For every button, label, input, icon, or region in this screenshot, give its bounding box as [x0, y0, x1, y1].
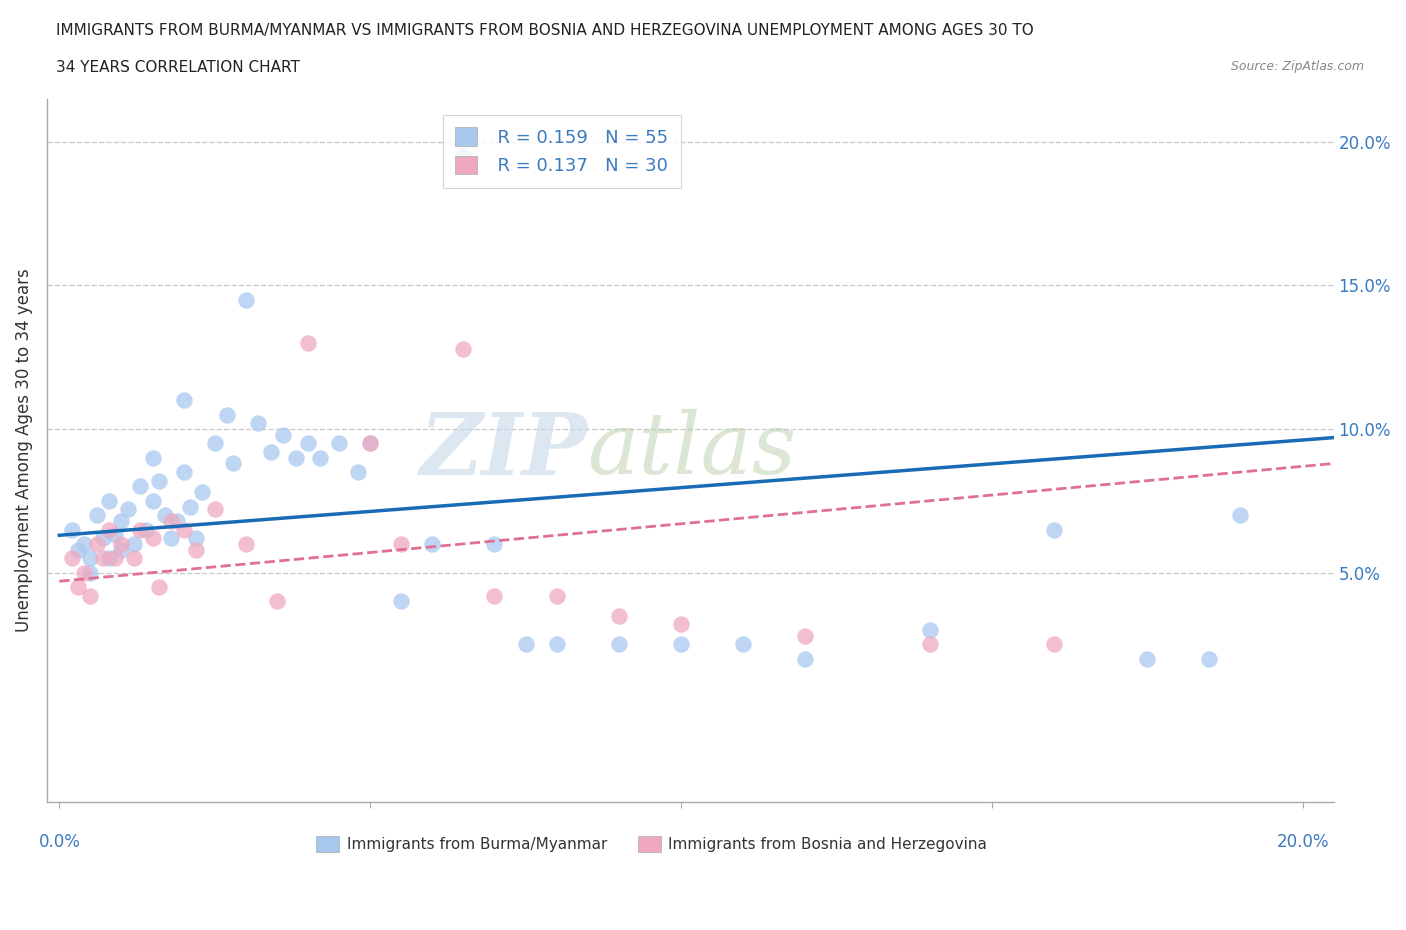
Point	[142, 494, 165, 509]
Point	[79, 551, 101, 565]
Text: 34 YEARS CORRELATION CHART: 34 YEARS CORRELATION CHART	[56, 60, 299, 75]
Point	[91, 551, 114, 565]
Point	[247, 416, 270, 431]
Point	[110, 537, 132, 551]
Point	[184, 542, 207, 557]
Point	[110, 513, 132, 528]
Point	[184, 531, 207, 546]
Point	[359, 436, 381, 451]
Point	[918, 622, 941, 637]
Point	[160, 531, 183, 546]
Text: Source: ZipAtlas.com: Source: ZipAtlas.com	[1230, 60, 1364, 73]
Point	[122, 551, 145, 565]
Text: 20.0%: 20.0%	[1277, 833, 1329, 851]
Point	[794, 651, 817, 666]
Point	[607, 637, 630, 652]
Point	[1229, 508, 1251, 523]
Point	[79, 588, 101, 603]
Point	[284, 450, 307, 465]
Point	[389, 594, 412, 609]
Point	[1043, 637, 1066, 652]
Point	[204, 436, 226, 451]
Point	[86, 508, 108, 523]
Point	[60, 551, 83, 565]
Point	[98, 551, 121, 565]
Point	[142, 450, 165, 465]
Point	[309, 450, 332, 465]
Text: 0.0%: 0.0%	[38, 833, 80, 851]
Point	[669, 617, 692, 631]
Point	[153, 508, 176, 523]
Point	[328, 436, 350, 451]
Point	[217, 407, 239, 422]
Point	[191, 485, 214, 499]
Point	[104, 528, 127, 543]
Point	[73, 537, 96, 551]
Point	[1198, 651, 1220, 666]
Point	[173, 392, 195, 407]
Point	[73, 565, 96, 580]
Point	[110, 542, 132, 557]
Point	[66, 542, 89, 557]
Point	[122, 537, 145, 551]
Point	[484, 588, 506, 603]
Point	[297, 336, 319, 351]
Point	[546, 588, 568, 603]
Point	[79, 565, 101, 580]
Point	[669, 637, 692, 652]
Point	[235, 537, 257, 551]
Point	[179, 499, 201, 514]
Point	[271, 427, 294, 442]
Point	[135, 522, 157, 537]
Point	[453, 149, 475, 164]
Point	[1136, 651, 1159, 666]
Point	[346, 465, 368, 480]
Point	[235, 292, 257, 307]
Point	[260, 445, 283, 459]
Point	[148, 579, 170, 594]
Point	[515, 637, 537, 652]
Point	[117, 502, 139, 517]
Point	[60, 522, 83, 537]
Point	[98, 522, 121, 537]
Point	[389, 537, 412, 551]
Point	[91, 531, 114, 546]
Point	[607, 608, 630, 623]
Point	[359, 436, 381, 451]
Point	[104, 551, 127, 565]
Point	[98, 494, 121, 509]
Legend: Immigrants from Burma/Myanmar, Immigrants from Bosnia and Herzegovina: Immigrants from Burma/Myanmar, Immigrant…	[311, 830, 993, 858]
Text: IMMIGRANTS FROM BURMA/MYANMAR VS IMMIGRANTS FROM BOSNIA AND HERZEGOVINA UNEMPLOY: IMMIGRANTS FROM BURMA/MYANMAR VS IMMIGRA…	[56, 23, 1033, 38]
Point	[266, 594, 288, 609]
Point	[148, 473, 170, 488]
Point	[129, 522, 152, 537]
Point	[1043, 522, 1066, 537]
Point	[222, 456, 245, 471]
Point	[66, 579, 89, 594]
Point	[484, 537, 506, 551]
Point	[160, 513, 183, 528]
Point	[204, 502, 226, 517]
Point	[733, 637, 755, 652]
Point	[129, 479, 152, 494]
Point	[142, 531, 165, 546]
Text: atlas: atlas	[588, 409, 796, 492]
Point	[794, 629, 817, 644]
Point	[173, 465, 195, 480]
Point	[86, 537, 108, 551]
Text: ZIP: ZIP	[419, 409, 588, 492]
Point	[166, 513, 188, 528]
Point	[173, 522, 195, 537]
Point	[453, 341, 475, 356]
Point	[546, 637, 568, 652]
Point	[420, 537, 443, 551]
Point	[297, 436, 319, 451]
Y-axis label: Unemployment Among Ages 30 to 34 years: Unemployment Among Ages 30 to 34 years	[15, 269, 32, 632]
Point	[918, 637, 941, 652]
